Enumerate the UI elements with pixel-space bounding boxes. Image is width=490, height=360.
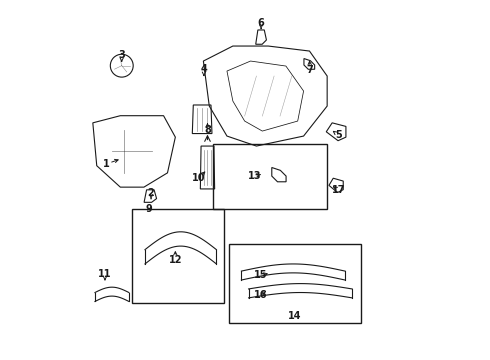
Text: 13: 13 (248, 171, 262, 181)
Text: 6: 6 (258, 18, 265, 28)
Text: 14: 14 (288, 311, 301, 321)
Text: 8: 8 (204, 125, 211, 135)
Text: 16: 16 (254, 290, 268, 300)
Text: 9: 9 (145, 203, 152, 213)
Text: 12: 12 (169, 255, 182, 265)
Text: 4: 4 (200, 64, 207, 74)
Text: 7: 7 (307, 65, 314, 75)
Text: 11: 11 (98, 269, 112, 279)
Text: 5: 5 (335, 130, 342, 140)
Text: 1: 1 (103, 159, 110, 169)
Text: 15: 15 (254, 270, 268, 280)
Text: 10: 10 (192, 173, 205, 183)
Text: 3: 3 (119, 50, 125, 60)
Text: 2: 2 (147, 188, 154, 198)
Bar (229, 244, 361, 323)
Bar (132, 208, 223, 303)
Text: 17: 17 (332, 185, 345, 195)
Bar (213, 144, 327, 208)
